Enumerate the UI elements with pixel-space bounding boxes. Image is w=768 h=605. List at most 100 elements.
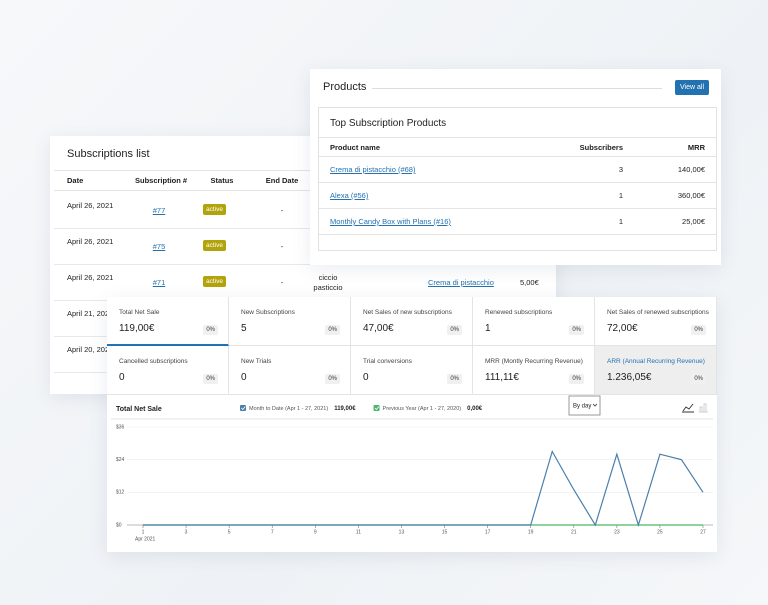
x-tick-label: 17	[485, 529, 491, 535]
product-link[interactable]: Crema di pistacchio	[428, 278, 494, 287]
stat-value: 119,00€	[119, 323, 154, 334]
divider	[372, 88, 662, 89]
stat-label: Net Sales of new subscriptions	[363, 309, 452, 316]
legend-label: Previous Year (Apr 1 - 27, 2020)	[383, 406, 462, 412]
products-panel: Products View all Top Subscription Produ…	[310, 69, 721, 265]
stat-change: 0%	[691, 325, 706, 335]
panel-title: Subscriptions list	[67, 148, 150, 160]
stat-change: 0%	[447, 325, 462, 335]
chart-title: Total Net Sale	[116, 406, 162, 413]
stat-value: 0	[119, 372, 125, 383]
mrr: 140,00€	[639, 165, 705, 174]
stat-card[interactable]: Trial conversions 0 0%	[351, 346, 473, 395]
stat-change: 0%	[447, 374, 462, 384]
end-date: -	[260, 278, 304, 287]
x-axis-label: Apr 2021	[135, 536, 156, 542]
x-tick-label: 15	[442, 529, 448, 535]
table-title: Top Subscription Products	[330, 118, 446, 129]
stat-card[interactable]: ARR (Annual Recurring Revenue)1.236,05€0…	[595, 346, 717, 395]
subscription-link[interactable]: #71	[135, 278, 183, 287]
x-tick-label: 1	[142, 529, 145, 535]
stat-card[interactable]: Total Net Sale119,00€0%	[107, 297, 229, 346]
stat-card[interactable]: Cancelled subscriptions 0 0%	[107, 346, 229, 395]
stat-card[interactable]: Net Sales of renewed subscriptions72,00€…	[595, 297, 717, 346]
row-divider	[319, 182, 716, 183]
x-tick-label: 5	[228, 529, 231, 535]
x-tick-label: 11	[356, 529, 361, 535]
stat-change: 0%	[569, 325, 584, 335]
stat-label: MRR (Montly Recurring Revenue)	[485, 358, 583, 365]
product-link[interactable]: Alexa (#56)	[330, 191, 368, 200]
x-tick-label: 7	[271, 529, 274, 535]
column-header: Date	[67, 176, 83, 185]
product-link[interactable]: Monthly Candy Box with Plans (#16)	[330, 217, 451, 226]
status-badge: active	[203, 276, 226, 287]
stat-change: 0%	[325, 374, 340, 384]
stat-label: Cancelled subscriptions	[119, 358, 188, 365]
total: 5,00€	[520, 278, 539, 287]
stat-card[interactable]: MRR (Montly Recurring Revenue) 111,11€ 0%	[473, 346, 595, 395]
stat-label: New Trials	[241, 358, 271, 365]
stat-label: Total Net Sale	[119, 309, 159, 316]
stat-card[interactable]: New Subscriptions 5 0%	[229, 297, 351, 346]
chart: Total Net Sale By day Month to Date (Apr…	[107, 395, 717, 552]
legend-checkbox[interactable]	[374, 405, 380, 411]
date: April 26, 2021	[67, 201, 117, 211]
x-tick-label: 3	[185, 529, 188, 535]
customer: ciccio pasticcio	[310, 273, 346, 293]
subscription-link[interactable]: #77	[135, 206, 183, 215]
y-tick-label: $12	[116, 490, 125, 496]
series-line	[143, 452, 703, 526]
status-badge: active	[203, 240, 226, 251]
row-divider	[319, 234, 716, 235]
end-date: -	[260, 242, 304, 251]
x-tick-label: 25	[657, 529, 663, 535]
stat-label: ARR (Annual Recurring Revenue)	[607, 358, 705, 365]
product-link[interactable]: Crema di pistacchio (#68)	[330, 165, 415, 174]
legend-total: 119,00€	[334, 406, 356, 412]
stat-card[interactable]: Net Sales of new subscriptions 47,00€ 0%	[351, 297, 473, 346]
subscribers: 3	[539, 165, 623, 174]
line-chart-icon[interactable]	[682, 404, 694, 412]
stat-label: Trial conversions	[363, 358, 412, 365]
x-tick-label: 13	[399, 529, 405, 535]
stat-value: 111,11€	[485, 372, 519, 383]
stat-label: Renewed subscriptions	[485, 309, 552, 316]
stat-change: 0%	[325, 325, 340, 335]
interval-label[interactable]: By day	[573, 404, 591, 410]
legend-checkbox[interactable]	[240, 405, 246, 411]
subscribers: 1	[539, 191, 623, 200]
analytics-panel: Total Net Sale By day Month to Date (Apr…	[107, 297, 717, 552]
legend-total: 0,00€	[467, 406, 483, 412]
stat-value: 1	[485, 323, 491, 334]
y-tick-label: $0	[116, 522, 122, 528]
products-table: Top Subscription Products Product nameSu…	[318, 107, 717, 251]
stat-label: New Subscriptions	[241, 309, 295, 316]
column-header: Status	[200, 176, 244, 185]
y-tick-label: $24	[116, 457, 125, 463]
x-tick-label: 9	[314, 529, 317, 535]
stat-change: 0%	[203, 374, 218, 384]
date: April 26, 2021	[67, 237, 117, 247]
view-all-button[interactable]: View all	[675, 80, 709, 95]
bar-chart-icon[interactable]	[699, 404, 708, 412]
subscription-link[interactable]: #75	[135, 242, 183, 251]
x-tick-label: 23	[614, 529, 620, 535]
y-tick-label: $36	[116, 424, 125, 430]
stat-change: 0%	[569, 374, 584, 384]
stat-value: 5	[241, 323, 247, 334]
stat-label: Net Sales of renewed subscriptions	[607, 309, 709, 316]
stat-value: 47,00€	[363, 323, 394, 334]
stat-card[interactable]: New Trials00%	[229, 346, 351, 395]
column-header: Subscription #	[135, 176, 183, 185]
divider	[319, 137, 716, 138]
mrr: 360,00€	[639, 191, 705, 200]
date: April 26, 2021	[67, 273, 117, 283]
column-header: End Date	[260, 176, 304, 185]
mrr: 25,00€	[639, 217, 705, 226]
stat-card[interactable]: Renewed subscriptions 1 0%	[473, 297, 595, 346]
x-tick-label: 27	[700, 529, 706, 535]
stat-value: 0	[363, 372, 369, 383]
stat-value: 1.236,05€	[607, 372, 652, 383]
